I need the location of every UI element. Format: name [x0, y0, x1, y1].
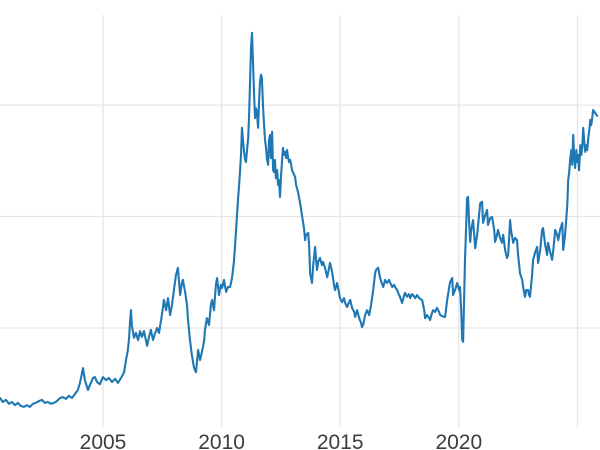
data-series	[0, 31, 599, 408]
price-series-line	[0, 31, 599, 408]
gridlines	[0, 15, 600, 427]
x-axis-tick-labels: 2005 2010 2015 2020	[80, 431, 483, 450]
x-tick-label: 2015	[317, 431, 364, 450]
x-tick-label: 2010	[198, 431, 245, 450]
x-tick-label: 2005	[80, 431, 127, 450]
x-tick-label: 2020	[435, 431, 482, 450]
